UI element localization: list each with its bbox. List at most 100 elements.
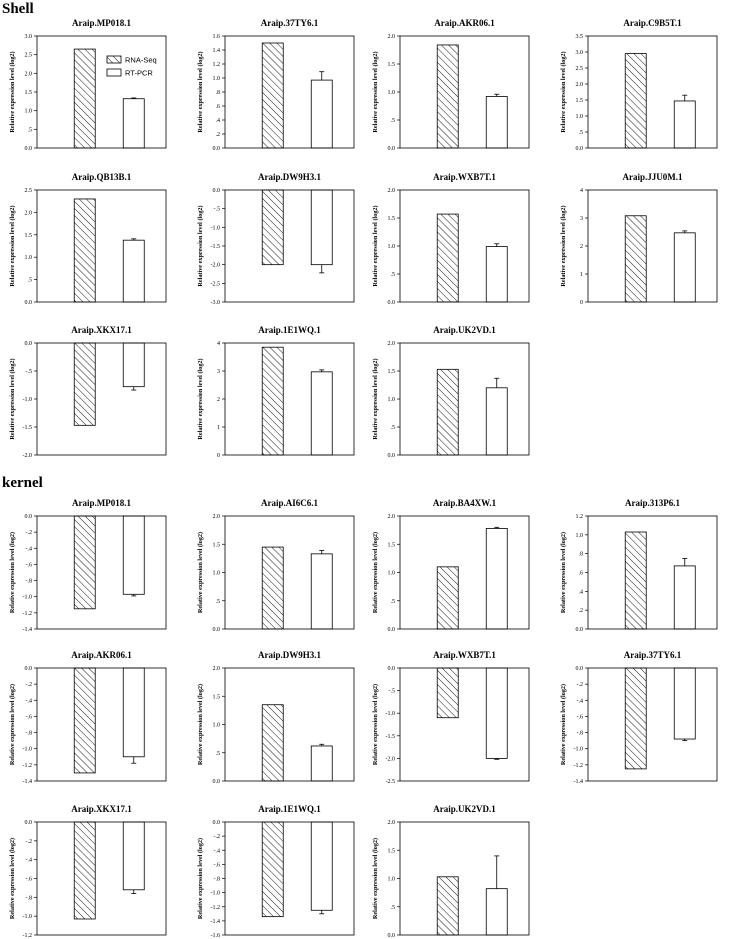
plot-frame xyxy=(224,189,355,303)
y-tick-label: .8 xyxy=(216,90,221,96)
y-tick-label: 1.0 xyxy=(576,114,584,120)
y-tick-label: .5 xyxy=(28,127,33,133)
y-tick-label: -1.5 xyxy=(23,425,33,431)
y-tick-label: 1.5 xyxy=(388,848,396,854)
chart-title: Araip.1E1WQ.1 xyxy=(258,804,321,814)
y-tick-label: -1.5 xyxy=(211,244,221,250)
chart-panel: Araip.AI6C6.1 Relative expression level (… xyxy=(197,498,355,633)
y-tick-label: -2.5 xyxy=(386,779,396,785)
bar-rt-pcr xyxy=(673,232,696,303)
chart-panel: Araip.XKX17.1 Relative expression level (… xyxy=(9,804,167,939)
chart-panels: Araip.MP018.1 Relative expression level (… xyxy=(9,18,718,939)
chart-title: Araip.37TY6.1 xyxy=(624,650,682,660)
bar-rt-pcr xyxy=(310,553,333,630)
y-tick-label: 2 xyxy=(580,244,583,250)
chart-title: Araip.C9B5T.1 xyxy=(623,18,682,28)
y-tick-label: 1.0 xyxy=(213,76,221,82)
chart-title: Araip.XKX17.1 xyxy=(71,804,132,814)
y-tick-label: -1.2 xyxy=(23,933,33,939)
y-tick-label: -.4 xyxy=(26,546,33,552)
y-tick-label: 0.0 xyxy=(576,146,584,152)
plot-frame xyxy=(587,515,718,630)
y-tick-label: -1.4 xyxy=(23,627,33,633)
y-tick-label: .4 xyxy=(216,118,221,124)
y-tick-label: -.6 xyxy=(214,862,221,868)
y-tick-label: 0.0 xyxy=(388,627,396,633)
bar-rna-seq xyxy=(624,53,647,149)
y-tick-label: -1.0 xyxy=(23,397,33,403)
bar-rna-seq xyxy=(73,48,96,149)
chart-panel: Araip.WXB7T.1 Relative expression level (… xyxy=(372,172,530,306)
y-axis-label: Relative expression level (log2) xyxy=(197,358,204,439)
y-tick-label: 1.5 xyxy=(388,542,396,548)
bar-rna-seq xyxy=(436,44,459,149)
bar-rna-seq xyxy=(261,546,284,630)
bar-rt-pcr xyxy=(485,246,508,303)
y-tick-label: -1.6 xyxy=(211,933,221,939)
chart-title: Araip.WXB7T.1 xyxy=(433,172,496,182)
bar-rna-seq xyxy=(261,42,284,149)
y-tick-label: -1.4 xyxy=(574,779,584,785)
bar-rt-pcr xyxy=(485,888,508,936)
y-tick-label: -3.0 xyxy=(211,300,221,306)
y-tick-label: 0 xyxy=(217,453,220,459)
bar-rna-seq xyxy=(73,198,96,303)
plot-frame xyxy=(36,821,167,936)
y-tick-label: 2.0 xyxy=(576,82,584,88)
y-tick-label: 2.0 xyxy=(388,514,396,520)
y-tick-label: -.4 xyxy=(214,848,221,854)
chart-panel: Araip.1E1WQ.1 Relative expression level (… xyxy=(197,804,355,939)
y-tick-label: 2.0 xyxy=(388,188,396,194)
bar-rna-seq xyxy=(73,342,96,426)
y-tick-label: 3 xyxy=(580,216,583,222)
chart-panel: Araip.1E1WQ.1 Relative expression level (… xyxy=(197,325,355,459)
y-tick-label: 2.5 xyxy=(25,188,33,194)
y-tick-label: 0.0 xyxy=(25,146,33,152)
chart-title: Araip.DW9H3.1 xyxy=(258,172,322,182)
y-tick-label: -1.2 xyxy=(23,611,33,617)
bar-rna-seq xyxy=(73,667,96,774)
y-tick-label: 2.0 xyxy=(213,666,221,672)
y-tick-label: -1.0 xyxy=(23,595,33,601)
bar-rt-pcr xyxy=(673,667,696,740)
plot-frame xyxy=(36,35,167,149)
chart-panel: Araip.37TY6.1 Relative expression level (… xyxy=(197,18,355,152)
y-axis-label: Relative expression level (log2) xyxy=(560,205,567,286)
y-tick-label: .6 xyxy=(579,571,584,577)
chart-title: Araip.AKR06.1 xyxy=(71,650,132,660)
y-tick-label: 1 xyxy=(217,425,220,431)
chart-title: Araip.XKX17.1 xyxy=(71,325,132,335)
y-tick-label: .5 xyxy=(391,425,396,431)
chart-title: Araip.UK2VD.1 xyxy=(433,325,496,335)
chart-title: Araip.1E1WQ.1 xyxy=(258,325,321,335)
bar-rna-seq xyxy=(73,821,96,920)
y-tick-label: 2.0 xyxy=(25,210,33,216)
plot-frame xyxy=(224,667,355,782)
y-tick-label: 1.5 xyxy=(388,216,396,222)
y-tick-label: 0.0 xyxy=(213,820,221,826)
y-tick-label: 1.0 xyxy=(388,397,396,403)
y-axis-label: Relative expression level (log2) xyxy=(9,205,16,286)
bar-rt-pcr xyxy=(310,79,333,149)
chart-title: Araip.AKR06.1 xyxy=(434,18,495,28)
chart-panel: Araip.313P6.1 Relative expression level (… xyxy=(560,498,718,633)
bar-rt-pcr xyxy=(122,821,145,891)
y-tick-label: 1.5 xyxy=(213,542,221,548)
plot-frame xyxy=(399,35,530,149)
y-tick-label: -.2 xyxy=(26,682,33,688)
bar-rt-pcr xyxy=(122,342,145,388)
y-tick-label: -1.5 xyxy=(386,734,396,740)
y-axis-label: Relative expression level (log2) xyxy=(372,838,379,919)
y-tick-label: -1.4 xyxy=(23,779,33,785)
y-tick-label: .6 xyxy=(216,104,221,110)
y-tick-label: 0.0 xyxy=(25,514,33,520)
y-tick-label: 4 xyxy=(217,341,220,347)
y-tick-label: .8 xyxy=(579,552,584,558)
y-tick-label: .5 xyxy=(391,272,396,278)
y-tick-label: -2.5 xyxy=(211,281,221,287)
bar-rt-pcr xyxy=(485,667,508,759)
y-tick-label: 1.4 xyxy=(213,48,221,54)
y-tick-label: 1.5 xyxy=(576,98,584,104)
y-tick-label: .5 xyxy=(391,599,396,605)
bar-rt-pcr xyxy=(122,515,145,595)
